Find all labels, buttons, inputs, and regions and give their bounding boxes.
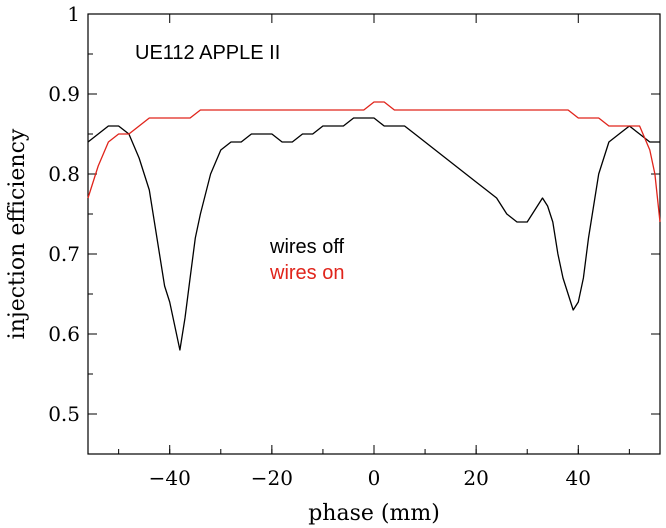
legend-wires-off: wires off [269, 236, 345, 258]
y-tick-label: 1 [67, 2, 80, 26]
y-tick-label: 0.6 [48, 322, 80, 346]
chart-title: UE112 APPLE II [135, 42, 280, 64]
x-tick-label: 40 [566, 466, 591, 490]
y-tick-label: 0.7 [48, 242, 80, 266]
x-tick-label: −20 [251, 466, 293, 490]
y-tick-label: 0.5 [48, 402, 80, 426]
y-tick-label: 0.9 [48, 82, 80, 106]
y-axis-label: injection efficiency [5, 128, 30, 339]
series-line-wires-off [87, 117, 660, 351]
y-axis: 0.5 0.6 0.7 0.8 0.9 1 [48, 2, 660, 455]
plot-frame [87, 13, 661, 455]
series-line-wires-on [87, 101, 661, 223]
legend-wires-on: wires on [269, 262, 344, 284]
x-axis: −40 −20 0 20 40 [118, 14, 630, 490]
series-group [87, 101, 661, 351]
y-tick-label: 0.8 [48, 162, 80, 186]
x-tick-label: 20 [463, 466, 488, 490]
x-tick-label: 0 [368, 466, 381, 490]
x-axis-label: phase (mm) [308, 501, 440, 526]
x-tick-label: −40 [149, 466, 191, 490]
